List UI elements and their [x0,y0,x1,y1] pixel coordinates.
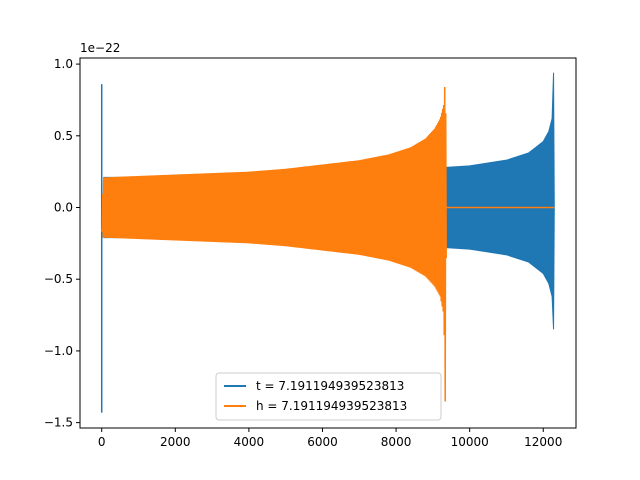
series-h-oscillation [100,87,447,402]
y-offset-label: 1e−22 [80,41,120,55]
plot-area [100,72,555,413]
axes-frame [79,57,577,429]
legend: t = 7.191194939523813 h = 7.1911949395238… [215,372,442,421]
x-tick-label: 12000 [524,435,562,449]
x-tick-label: 8000 [381,435,412,449]
x-tick-label: 10000 [451,435,489,449]
y-tick-label: −0.5 [44,272,73,286]
x-tick-label: 4000 [234,435,265,449]
y-tick-label: −1.5 [44,416,73,430]
legend-box [215,372,442,421]
legend-label: t = 7.191194939523813 [256,379,404,393]
y-axis: −1.5 −1.0 −0.5 0.0 0.5 1.0 [44,57,80,430]
y-tick-label: 1.0 [54,57,73,71]
x-tick-label: 6000 [307,435,338,449]
y-tick-label: −1.0 [44,344,73,358]
y-tick-label: 0.0 [54,201,73,215]
y-tick-label: 0.5 [54,129,73,143]
x-axis: 0 2000 4000 6000 8000 10000 12000 [98,428,562,449]
legend-label: h = 7.191194939523813 [256,399,407,413]
x-tick-label: 2000 [160,435,191,449]
x-tick-label: 0 [98,435,106,449]
